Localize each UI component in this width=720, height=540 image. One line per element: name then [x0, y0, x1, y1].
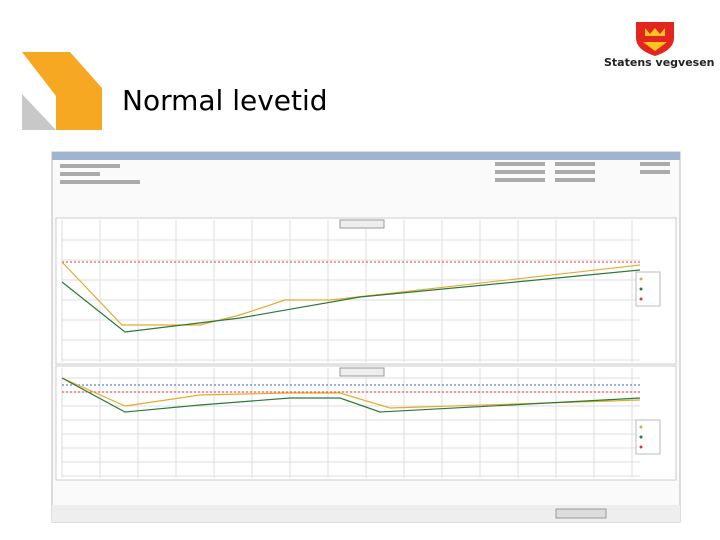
chevron	[22, 52, 102, 130]
triangle	[22, 94, 56, 130]
placeholder	[555, 178, 595, 182]
placeholder	[555, 170, 595, 174]
logo-emblem	[636, 22, 674, 56]
screenshot	[51, 151, 681, 523]
placeholder	[495, 178, 545, 182]
placeholder	[640, 170, 670, 174]
slide-title: Normal levetid	[122, 84, 328, 117]
placeholder	[640, 162, 670, 166]
placeholder	[555, 162, 595, 166]
placeholder	[60, 164, 120, 168]
placeholder	[495, 162, 545, 166]
logo-text: Statens vegvesen	[604, 56, 715, 69]
placeholder	[60, 180, 140, 184]
placeholder	[495, 170, 545, 174]
placeholder	[60, 172, 100, 176]
